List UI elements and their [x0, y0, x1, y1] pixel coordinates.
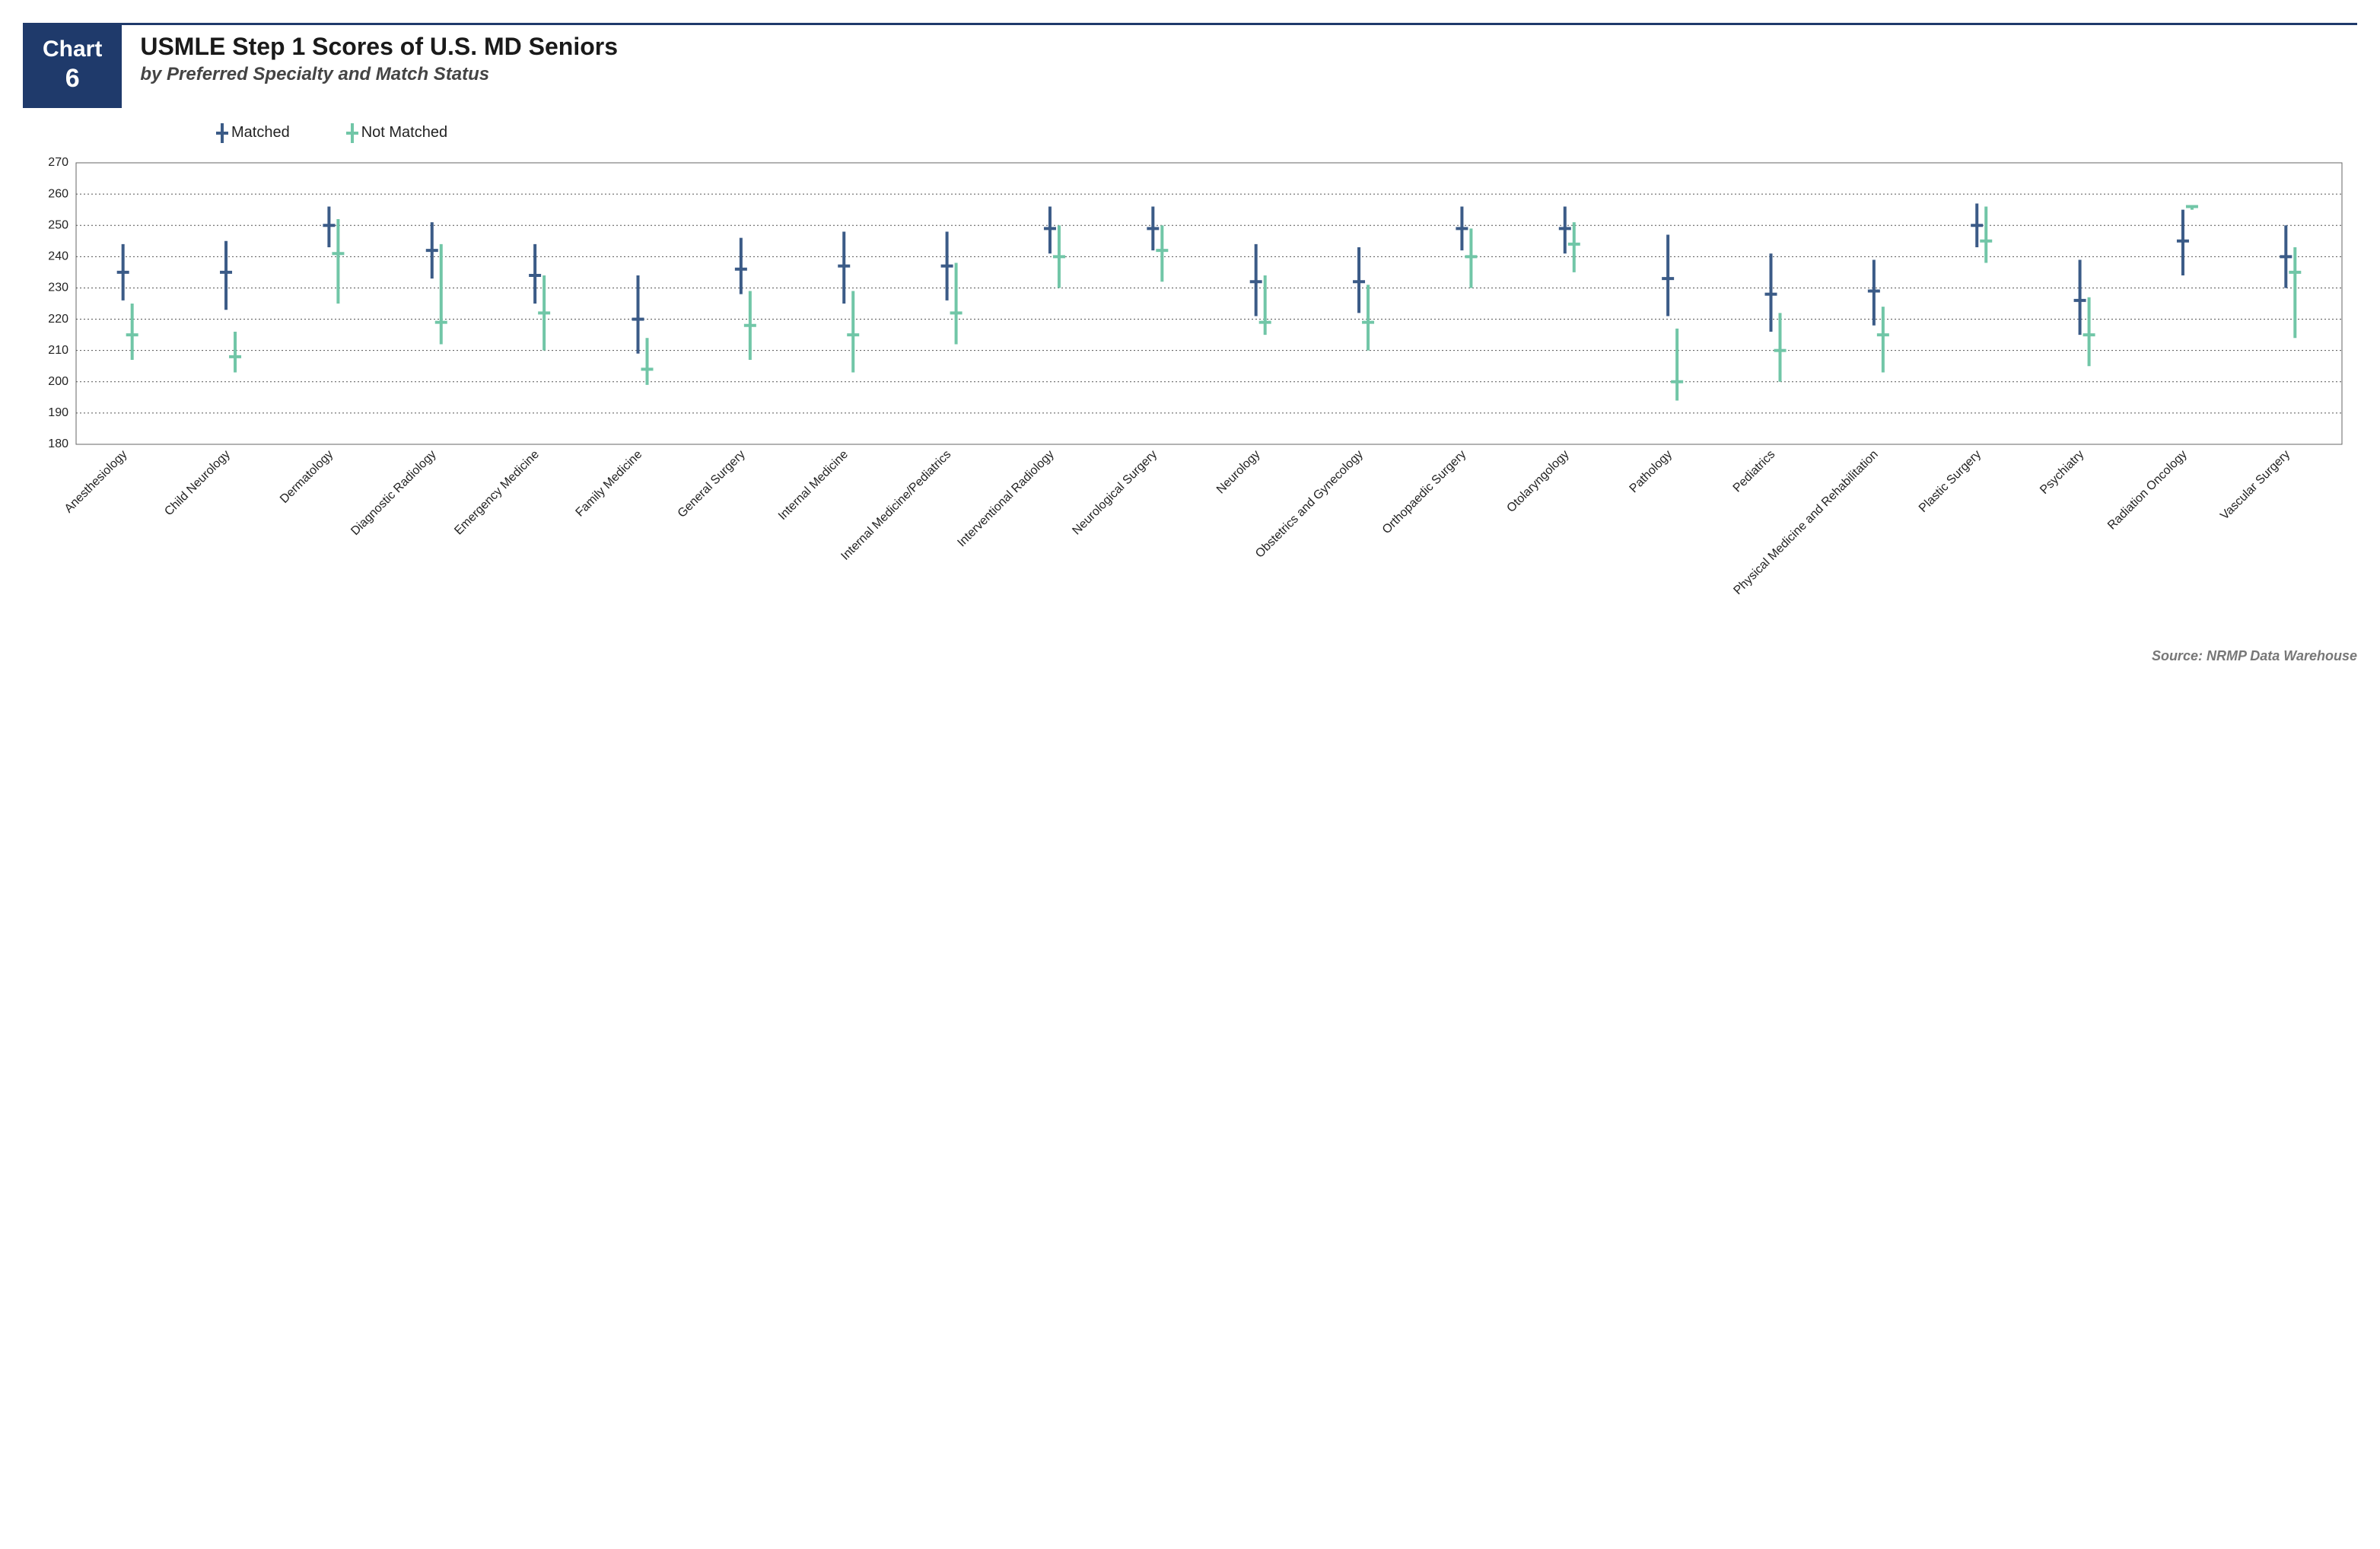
svg-text:Neurological Surgery: Neurological Surgery — [1070, 448, 1160, 538]
svg-text:180: 180 — [48, 437, 68, 450]
svg-text:Orthopaedic Surgery: Orthopaedic Surgery — [1380, 448, 1468, 536]
svg-text:Internal Medicine/Pediatrics: Internal Medicine/Pediatrics — [838, 448, 953, 563]
svg-text:220: 220 — [48, 313, 68, 326]
chart-area: 180 190 200 210 220 230 240 250 260 270 Anesthesio… — [23, 155, 2357, 642]
chart-header: Chart 6 USMLE Step 1 Scores of U.S. MD S… — [23, 25, 2357, 108]
title-block: USMLE Step 1 Scores of U.S. MD Seniors b… — [122, 25, 618, 108]
svg-text:Vascular Surgery: Vascular Surgery — [2218, 448, 2292, 523]
chart-title: USMLE Step 1 Scores of U.S. MD Seniors — [140, 33, 618, 61]
svg-text:190: 190 — [48, 406, 68, 419]
chart-svg: 180 190 200 210 220 230 240 250 260 270 Anesthesio… — [23, 155, 2357, 642]
legend: Matched Not Matched — [221, 123, 2357, 143]
svg-text:210: 210 — [48, 344, 68, 357]
svg-text:Pediatrics: Pediatrics — [1731, 448, 1778, 495]
svg-text:Neurology: Neurology — [1214, 448, 1263, 497]
svg-text:230: 230 — [48, 281, 68, 294]
svg-text:Interventional Radiology: Interventional Radiology — [955, 448, 1056, 549]
badge-word: Chart — [43, 36, 102, 63]
svg-text:Emergency Medicine: Emergency Medicine — [452, 448, 542, 538]
legend-label-notmatched: Not Matched — [361, 124, 447, 142]
svg-text:Anesthesiology: Anesthesiology — [62, 448, 130, 516]
legend-item-notmatched: Not Matched — [351, 123, 447, 143]
svg-text:Psychiatry: Psychiatry — [2038, 448, 2086, 497]
legend-label-matched: Matched — [231, 124, 290, 142]
svg-text:240: 240 — [48, 250, 68, 262]
legend-item-matched: Matched — [221, 123, 290, 143]
svg-text:Radiation Oncology: Radiation Oncology — [2105, 448, 2190, 533]
svg-text:Diagnostic Radiology: Diagnostic Radiology — [348, 448, 438, 538]
legend-swatch-notmatched — [351, 123, 354, 143]
source-line: Source: NRMP Data Warehouse — [23, 648, 2357, 664]
svg-text:200: 200 — [48, 375, 68, 388]
badge-number: 6 — [43, 63, 102, 94]
svg-text:Plastic Surgery: Plastic Surgery — [1917, 448, 1984, 515]
chart-badge: Chart 6 — [23, 25, 122, 108]
svg-text:Pathology: Pathology — [1628, 448, 1675, 495]
chart-subtitle: by Preferred Specialty and Match Status — [140, 64, 618, 85]
svg-text:Child Neurology: Child Neurology — [162, 448, 233, 519]
svg-text:270: 270 — [48, 156, 68, 169]
svg-text:Obstetrics and Gynecology: Obstetrics and Gynecology — [1253, 448, 1366, 561]
svg-text:General Surgery: General Surgery — [676, 448, 748, 520]
svg-text:Dermatology: Dermatology — [278, 448, 336, 506]
svg-text:260: 260 — [48, 187, 68, 200]
svg-text:Otolaryngology: Otolaryngology — [1504, 448, 1571, 515]
svg-text:Internal Medicine: Internal Medicine — [776, 448, 851, 523]
svg-text:250: 250 — [48, 218, 68, 231]
legend-swatch-matched — [221, 123, 224, 143]
svg-text:Family Medicine: Family Medicine — [574, 448, 645, 520]
